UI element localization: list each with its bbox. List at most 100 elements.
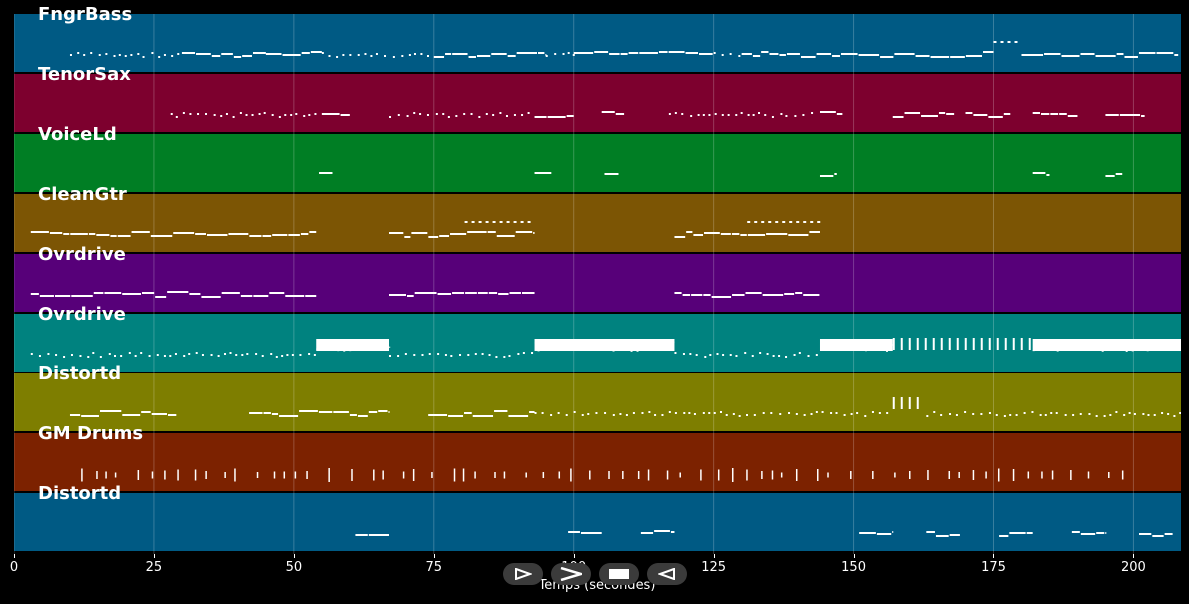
note [758,111,761,114]
note [442,112,445,115]
note [450,354,453,357]
note [534,338,675,351]
note [105,53,108,55]
note [690,114,693,117]
note [151,52,154,54]
note [1133,413,1136,416]
note [1092,339,1095,341]
note [389,115,392,118]
note [474,471,476,479]
note [177,469,179,481]
note [328,55,331,57]
note [622,471,624,480]
track-notes [355,530,1173,538]
note [402,471,405,479]
note [834,172,837,175]
note [816,53,832,55]
note [278,115,281,118]
note [113,55,116,57]
note [550,414,553,417]
note [205,112,208,115]
note [573,411,576,414]
note [1012,469,1015,482]
note [141,411,151,414]
note [358,338,361,340]
note [958,472,960,479]
note [1173,342,1176,344]
note [633,344,636,346]
note [547,115,566,118]
note [924,337,927,350]
note [120,354,123,357]
note [930,56,950,58]
note [1080,342,1083,344]
note [521,113,524,116]
note [938,111,946,114]
note [151,413,167,416]
note [746,469,748,481]
note [738,415,741,418]
note [980,337,983,350]
forward-button[interactable] [551,563,591,585]
note [169,354,172,357]
note [542,472,545,479]
note [582,345,585,347]
note [224,472,226,479]
track-lane: GM Drums [14,423,1181,492]
note [886,412,889,415]
note [273,471,276,479]
note [708,113,711,116]
back-button[interactable] [647,563,687,585]
note [118,54,121,56]
note [789,220,793,223]
note [933,411,936,414]
tick-label: 200 [1121,560,1146,575]
note [525,472,527,478]
note [627,341,630,343]
note [90,52,93,54]
note [373,345,376,347]
note [163,54,166,56]
note [1035,346,1038,348]
note [738,55,741,57]
note [1115,172,1123,175]
note [566,114,574,117]
note [1086,338,1089,340]
note [291,353,294,356]
note [612,414,615,417]
note [1096,532,1105,535]
stop-button[interactable] [599,563,639,585]
note [904,111,921,114]
note [1095,346,1098,348]
note [744,351,747,354]
note [413,353,416,356]
note [821,411,824,414]
note [1107,347,1110,349]
note [762,293,784,296]
note [234,468,236,482]
note [448,415,464,418]
note [201,353,204,356]
note [175,115,178,118]
note [1103,415,1106,418]
note [1015,414,1018,417]
track-label: Ovrdrive [38,303,126,325]
note [462,468,465,482]
note [819,174,834,177]
note [709,353,712,356]
note [894,53,915,55]
note [657,346,660,348]
note [467,230,487,233]
note [286,353,289,356]
note [140,351,143,354]
note [177,53,180,55]
note [810,220,814,223]
note [651,339,654,341]
note [999,535,1009,538]
note [688,412,691,415]
play-button[interactable] [503,563,543,585]
note [926,415,929,418]
note [674,111,677,114]
note [69,414,81,417]
note [668,112,671,115]
